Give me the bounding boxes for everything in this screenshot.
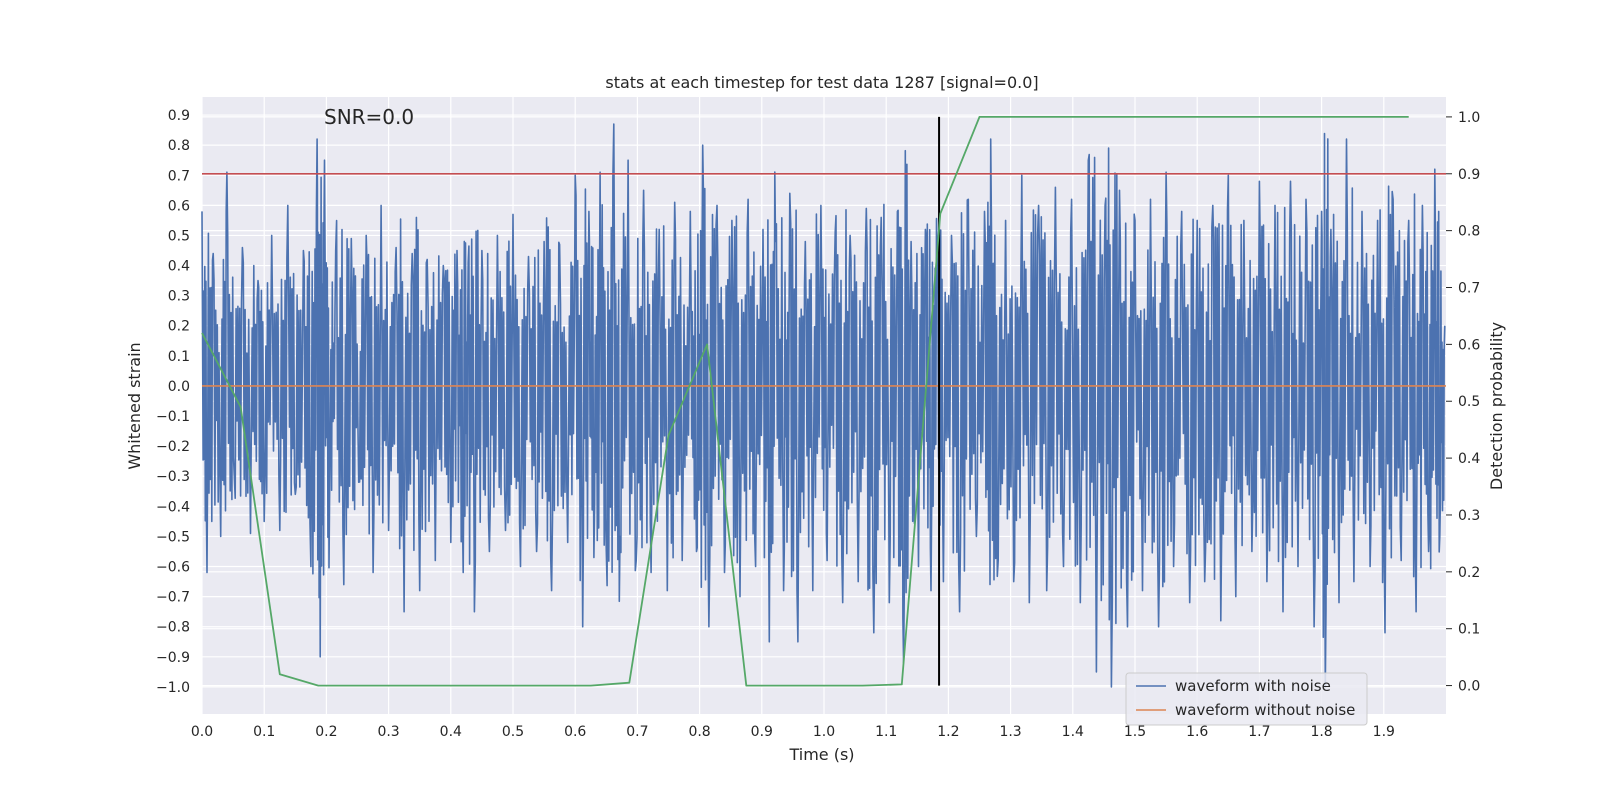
x-tick-label: 1.7	[1248, 724, 1270, 740]
y-tick-label: −0.4	[156, 499, 190, 515]
x-tick-label: 1.6	[1186, 724, 1208, 740]
x-tick-label: 0.4	[440, 724, 462, 740]
legend-box	[1125, 672, 1368, 726]
x-tick-label: 1.1	[875, 724, 897, 740]
x-tick-label: 0.3	[377, 724, 399, 740]
x-tick-label: 0.5	[502, 724, 524, 740]
y-right-tick-label: 0.4	[1458, 451, 1480, 467]
probability-path	[201, 116, 1409, 687]
x-tick-label: 1.3	[999, 724, 1021, 740]
y-tick-label: 0.5	[168, 228, 190, 244]
noise-waveform-path	[201, 123, 1446, 688]
y-right-tick-label: 0.3	[1458, 508, 1480, 524]
y-tick-label: 0.6	[168, 198, 190, 214]
x-axis-ticks: 0.0 0.1 0.2 0.3 0.4 0.5 0.6 0.7 0.8 0.9 1.0 1.1 1.2 1…	[191, 724, 1395, 740]
x-tick-label: 0.1	[253, 724, 275, 740]
x-tick-label: 0.6	[564, 724, 586, 740]
chart-title: stats at each timestep for test data 128…	[605, 73, 1038, 92]
y-tick-label: 0.2	[168, 319, 190, 335]
y-tick-label: −0.2	[156, 439, 190, 455]
y-axis-right-ticks: 1.0 0.9 0.8 0.7 0.6 0.5 0.4 0.3 0.2 0.1 0.0	[1446, 110, 1480, 695]
y-tick-label: 0.9	[168, 108, 190, 124]
x-tick-label: 0.2	[315, 724, 337, 740]
x-tick-label: 0.7	[626, 724, 648, 740]
y-right-tick-label: 0.9	[1458, 167, 1480, 183]
y-tick-label: 0.1	[168, 349, 190, 365]
y-tick-label: 0.7	[168, 168, 190, 184]
x-tick-label: 1.2	[937, 724, 959, 740]
series-waveform-with-noise	[201, 123, 1446, 688]
y-tick-label: −0.5	[156, 529, 190, 545]
y-tick-label: −0.6	[156, 560, 190, 576]
y-right-tick-label: 0.2	[1458, 565, 1480, 581]
y-tick-label: −0.8	[156, 620, 190, 636]
y-tick-label: −0.3	[156, 469, 190, 485]
y-tick-label: −0.9	[156, 650, 190, 666]
legend-label-clean: waveform without noise	[1175, 701, 1355, 719]
x-tick-label: 1.5	[1124, 724, 1146, 740]
x-tick-label: 0.0	[191, 724, 213, 740]
y-tick-label: 0.0	[168, 379, 190, 395]
x-tick-label: 1.8	[1310, 724, 1332, 740]
y-right-tick-label: 0.5	[1458, 394, 1480, 410]
x-tick-label: 1.0	[813, 724, 835, 740]
x-axis-label: Time (s)	[788, 745, 854, 764]
y-axis-right-label: Detection probability	[1487, 322, 1506, 490]
y-right-tick-label: 0.7	[1458, 281, 1480, 297]
y-tick-label: 0.4	[168, 259, 190, 275]
y-axis-ticks: 0.9 0.8 0.7 0.6 0.5 0.4 0.3 0.2 0.1 0.0 −0.1 −0.2 −0…	[156, 108, 190, 696]
x-tick-label: 0.8	[688, 724, 710, 740]
x-tick-label: 1.4	[1062, 724, 1084, 740]
y-right-tick-label: 0.6	[1458, 337, 1480, 353]
y-axis-label: Whitened strain	[125, 342, 144, 469]
x-tick-label: 1.9	[1373, 724, 1395, 740]
y-tick-label: −0.1	[156, 409, 190, 425]
series-detection-probability	[201, 116, 1409, 687]
y-tick-label: 0.3	[168, 289, 190, 305]
snr-annotation: SNR=0.0	[324, 105, 414, 129]
y-right-tick-label: 0.0	[1458, 679, 1480, 695]
y-right-tick-label: 0.1	[1458, 622, 1480, 638]
x-tick-label: 0.9	[751, 724, 773, 740]
y-tick-label: −1.0	[156, 680, 190, 696]
y-right-tick-label: 1.0	[1458, 110, 1480, 126]
legend: waveform with noise waveform without noi…	[1125, 672, 1368, 726]
y-right-tick-label: 0.8	[1458, 224, 1480, 240]
y-tick-label: −0.7	[156, 590, 190, 606]
legend-label-noise: waveform with noise	[1175, 677, 1331, 695]
y-tick-label: 0.8	[168, 138, 190, 154]
